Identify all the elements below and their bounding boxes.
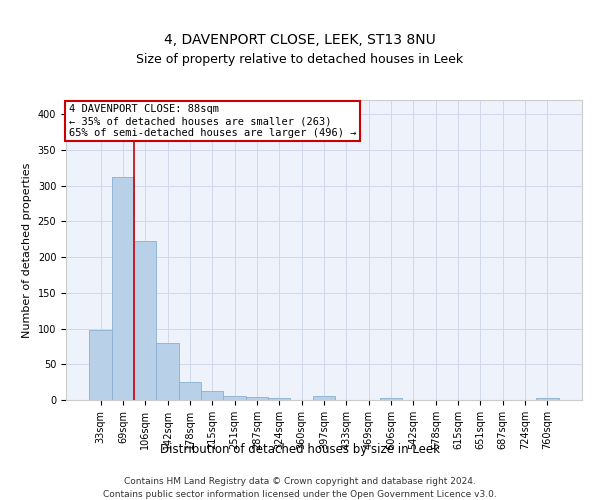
Text: Size of property relative to detached houses in Leek: Size of property relative to detached ho… <box>136 52 464 66</box>
Text: Contains public sector information licensed under the Open Government Licence v3: Contains public sector information licen… <box>103 490 497 499</box>
Text: Contains HM Land Registry data © Crown copyright and database right 2024.: Contains HM Land Registry data © Crown c… <box>124 478 476 486</box>
Bar <box>313 396 335 400</box>
Bar <box>134 242 157 400</box>
Bar <box>89 330 112 400</box>
Y-axis label: Number of detached properties: Number of detached properties <box>22 162 32 338</box>
Bar <box>179 382 201 400</box>
Bar <box>246 397 268 400</box>
Text: 4, DAVENPORT CLOSE, LEEK, ST13 8NU: 4, DAVENPORT CLOSE, LEEK, ST13 8NU <box>164 32 436 46</box>
Bar <box>157 343 179 400</box>
Bar <box>112 177 134 400</box>
Bar <box>380 398 402 400</box>
Text: Distribution of detached houses by size in Leek: Distribution of detached houses by size … <box>160 442 440 456</box>
Bar <box>536 398 559 400</box>
Text: 4 DAVENPORT CLOSE: 88sqm
← 35% of detached houses are smaller (263)
65% of semi-: 4 DAVENPORT CLOSE: 88sqm ← 35% of detach… <box>68 104 356 138</box>
Bar <box>223 396 246 400</box>
Bar <box>268 398 290 400</box>
Bar <box>201 392 223 400</box>
